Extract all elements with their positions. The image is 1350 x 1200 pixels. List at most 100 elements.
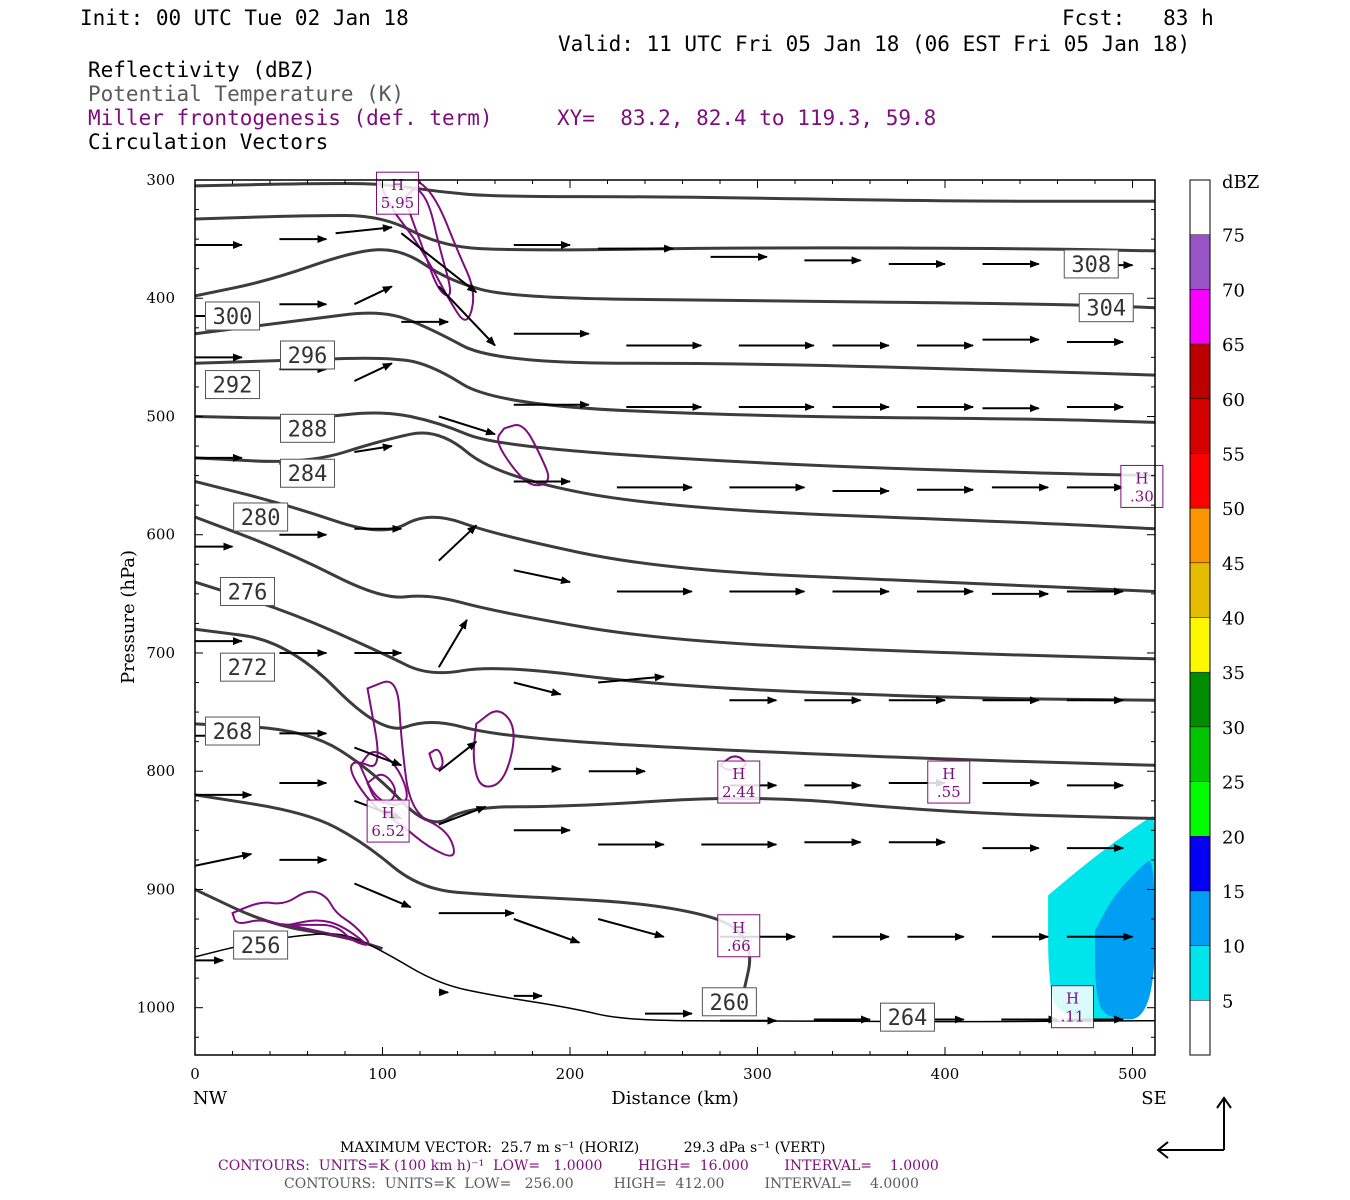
colorbar-level-label: 5 [1222,991,1233,1012]
x-left-end-label: NW [193,1088,228,1109]
terrain-line [195,933,1155,1023]
field-frontogenesis: Miller frontogenesis (def. term) [88,106,493,130]
terrain-layer [195,933,1155,1023]
frontogenesis-max-value: 6.52 [371,822,404,840]
colorbar-swatch [1190,945,1210,1001]
theta-contour-260 [195,793,752,1014]
frontogenesis-contour [358,751,408,806]
circulation-vector [354,746,403,767]
theta-contour-label: 284 [288,462,328,487]
colorbar-level-label: 40 [1222,609,1245,630]
theta-contour-label: 272 [228,656,268,681]
x-tick-label: 100 [368,1065,397,1083]
colorbar-swatch [1190,890,1210,946]
x-tick-label: 300 [743,1065,772,1083]
y-tick-label: 1000 [137,999,175,1017]
theta-contour-label: 276 [228,580,268,605]
frontogenesis-contour-layer [231,180,747,946]
field-reflectivity: Reflectivity (dBZ) [88,58,316,82]
theta-contour-label: 292 [213,374,253,399]
theta-contour-label: 300 [213,305,253,330]
x-tick-label: 500 [1118,1065,1147,1083]
frontogenesis-max-h: H [1066,990,1079,1008]
theta-contour-label: 308 [1071,253,1111,278]
theta-label-box [1078,293,1134,323]
theta-contour-288 [195,411,1155,478]
circulation-vector [513,918,581,944]
theta-contour-264 [195,722,1155,824]
contour-label-layer: 308 304 300 296 292 288 284 280 276 272 268 264 260 2… [205,171,1164,1032]
frontogenesis-contour [231,890,370,946]
theta-contour-300 [195,248,1155,310]
circulation-vector [353,362,393,382]
y-tick-label: 400 [146,289,175,307]
colorbar-level-label: 25 [1222,773,1245,794]
colorbar: 5 10 15 20 25 30 35 40 45 50 55 60 65 70 75 [1189,179,1245,1056]
y-tick-label: 900 [146,880,175,898]
frontogenesis-max-h: H [732,919,745,937]
circulation-vector [438,805,487,826]
theta-contour-284 [195,431,1155,531]
colorbar-swatch [1190,289,1210,345]
theta-label-box [280,340,335,370]
theta-label-box [1063,249,1119,279]
theta-contour-label: 296 [288,344,328,369]
frontogenesis-max-box [376,171,419,215]
frontogenesis-max-h: H [942,765,955,783]
theta-contour-layer [195,181,1155,1014]
init-line: Init: 00 UTC Tue 02 Jan 18 [80,6,409,30]
frontogenesis-max-box [927,760,971,804]
colorbar-swatch [1190,508,1210,563]
colorbar-swatch [1190,617,1210,673]
forecast-hour: Fcst: 83 h [1062,6,1214,30]
colorbar-swatch [1190,672,1210,727]
frontogenesis-max-box [1051,985,1094,1029]
circulation-vector-layer [195,224,1134,1025]
theta-contour-label: 268 [213,720,253,745]
circulation-vector [437,619,468,668]
cross-section-endpoints: XY= 83.2, 82.4 to 119.3, 59.8 [557,106,937,130]
frontogenesis-max-box [717,760,761,804]
x-axis-label: Distance (km) [611,1088,738,1109]
circulation-vector [354,443,393,453]
circulation-vector [597,918,665,939]
frontogenesis-max-value: .66 [727,937,751,955]
colorbar-level-label: 15 [1222,882,1245,903]
theta-contour-292 [195,356,1155,424]
circulation-vector [438,524,478,562]
theta-label-box [205,716,260,746]
y-tick-label: 300 [146,171,175,189]
theta-contour-304 [195,213,1155,253]
circulation-vector [400,232,478,294]
circulation-vector [438,415,496,436]
colorbar-swatch [1190,398,1210,454]
colorbar-level-label: 65 [1222,335,1245,356]
circulation-vector [438,285,496,347]
frontogenesis-contour-footer: CONTOURS: UNITS=K (100 km h)⁻¹ LOW= 1.00… [218,1158,939,1174]
frontogenesis-max-value: 5.95 [381,194,414,212]
frontogenesis-max-value: .55 [937,783,961,801]
x-tick-label: 200 [556,1065,585,1083]
theta-contour-label: 280 [241,506,281,531]
plot-frame [194,179,1156,1056]
theta-contour-296 [195,311,1155,377]
y-axis-label: Pressure (hPa) [118,550,139,684]
theta-contour-308 [195,181,1155,203]
theta-contour-label: 256 [241,934,281,959]
axes-layer: 300 400 500 600 700 800 900 1000 0 100 200 300 400 50… [137,171,1155,1083]
theta-label-box [280,458,335,488]
circulation-vector [335,224,393,235]
theta-contour-label: 304 [1086,297,1126,322]
colorbar-swatch [1190,453,1210,509]
colorbar-swatch [1190,344,1210,399]
theta-label-box [220,576,275,606]
y-tick-label: 700 [146,644,175,662]
theta-label-box [205,370,260,400]
vector-reference-icon [1156,1096,1232,1159]
colorbar-title: dBZ [1222,172,1259,193]
x-right-end-label: SE [1141,1088,1166,1109]
circulation-vector [513,569,571,585]
frontogenesis-max-value: .30 [1130,487,1154,505]
colorbar-swatch [1190,836,1210,891]
